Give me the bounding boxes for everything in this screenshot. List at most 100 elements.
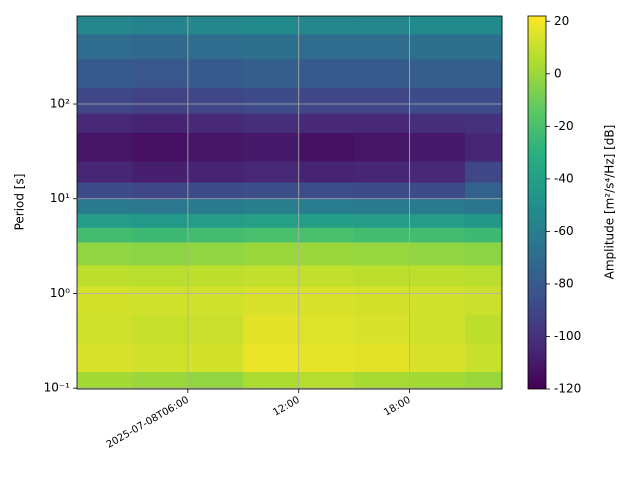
heatmap-cell [354, 371, 411, 390]
heatmap-cell [132, 132, 189, 162]
heatmap-cell [409, 182, 466, 200]
heatmap-cell [187, 33, 244, 60]
heatmap-cell [243, 198, 300, 214]
heatmap-cell [298, 58, 355, 88]
heatmap-cell [187, 264, 244, 287]
heatmap-cell [243, 264, 300, 287]
heatmap-cell [132, 87, 189, 114]
y-axis-label: Period [s] [13, 174, 27, 231]
heatmap-cell [187, 132, 244, 162]
heatmap-cell [132, 198, 189, 214]
heatmap-cell [409, 371, 466, 390]
heatmap-cell [243, 113, 300, 134]
heatmap-cell [409, 285, 466, 315]
heatmap-cell [132, 227, 189, 243]
heatmap-cell [243, 285, 300, 315]
heatmap-cell [465, 241, 503, 266]
heatmap-cell [187, 285, 244, 315]
heatmap-cell [132, 58, 189, 88]
heatmap-cell [298, 371, 355, 390]
colorbar-tick-label: -120 [554, 382, 581, 396]
heatmap-cell [298, 132, 355, 162]
heatmap-cell [243, 182, 300, 200]
heatmap-cell [354, 113, 411, 134]
heatmap-cell [187, 58, 244, 88]
heatmap-cell [409, 241, 466, 266]
heatmap-cell [409, 113, 466, 134]
heatmap-cell [354, 16, 411, 35]
heatmap-cell [298, 182, 355, 200]
heatmap-cell [132, 213, 189, 228]
heatmap-cell [243, 314, 300, 344]
heatmap-cell [409, 227, 466, 243]
heatmap-cell [465, 58, 503, 88]
heatmap-cell [354, 161, 411, 183]
heatmap-cell [132, 113, 189, 134]
heatmap-cell [298, 213, 355, 228]
heatmap-cell [298, 161, 355, 183]
heatmap-cell [187, 182, 244, 200]
heatmap-cell [77, 227, 133, 243]
heatmap-cell [465, 33, 503, 60]
heatmap-cell [77, 285, 133, 315]
heatmap-cell [132, 241, 189, 266]
heatmap-cell [77, 182, 133, 200]
heatmap-cell [77, 264, 133, 287]
heatmap-cell [77, 16, 133, 35]
heatmap-cell [77, 113, 133, 134]
heatmap-cell [409, 16, 466, 35]
x-tick-label: 18:00 [382, 395, 412, 419]
heatmap-cell [187, 241, 244, 266]
colorbar-label: Amplitude [m²/s⁴/Hz] [dB] [603, 125, 617, 280]
heatmap-cell [243, 132, 300, 162]
heatmap-cell [243, 342, 300, 372]
heatmap-cell [132, 342, 189, 372]
heatmap-cell [132, 33, 189, 60]
heatmap-cell [243, 58, 300, 88]
heatmap-cell [187, 227, 244, 243]
heatmap-cell [298, 342, 355, 372]
heatmap-cell [354, 285, 411, 315]
heatmap-cell [77, 58, 133, 88]
heatmap-cell [409, 87, 466, 114]
y-tick-label: 10¹ [50, 191, 70, 205]
heatmap-cell [409, 33, 466, 60]
heatmap-cell [77, 213, 133, 228]
heatmap-cell [187, 113, 244, 134]
colorbar-tick-label: -40 [554, 171, 574, 185]
heatmap-cell [77, 342, 133, 372]
heatmap-cell [465, 213, 503, 228]
heatmap-cell [354, 33, 411, 60]
heatmap-cell [187, 314, 244, 344]
heatmap-cell [465, 314, 503, 344]
heatmap-cell [354, 264, 411, 287]
heatmap-cell [354, 213, 411, 228]
heatmap-cell [465, 264, 503, 287]
heatmap-cell [132, 182, 189, 200]
heatmap-cell [465, 182, 503, 200]
heatmap-cell [298, 264, 355, 287]
heatmap-cell [354, 87, 411, 114]
heatmap-cell [132, 264, 189, 287]
heatmap-cell [187, 198, 244, 214]
heatmap-cell [298, 87, 355, 114]
heatmap-cell [187, 161, 244, 183]
y-tick-label: 10⁰ [50, 286, 70, 300]
heatmap-cell [187, 371, 244, 390]
heatmap-cell [298, 285, 355, 315]
heatmap-cell [409, 264, 466, 287]
heatmap-cell [465, 113, 503, 134]
heatmap-cell [409, 198, 466, 214]
heatmap-cell [298, 33, 355, 60]
heatmap-cell [243, 33, 300, 60]
heatmap-cell [298, 16, 355, 35]
heatmap-cell [465, 161, 503, 183]
heatmap-cell [465, 342, 503, 372]
heatmap-cell [465, 198, 503, 214]
heatmap-cell [354, 342, 411, 372]
heatmap-cell [465, 371, 503, 390]
x-tick-label: 2025-07-08T06:00 [105, 395, 191, 451]
heatmap-cell [77, 161, 133, 183]
colorbar-tick-label: -100 [554, 329, 581, 343]
